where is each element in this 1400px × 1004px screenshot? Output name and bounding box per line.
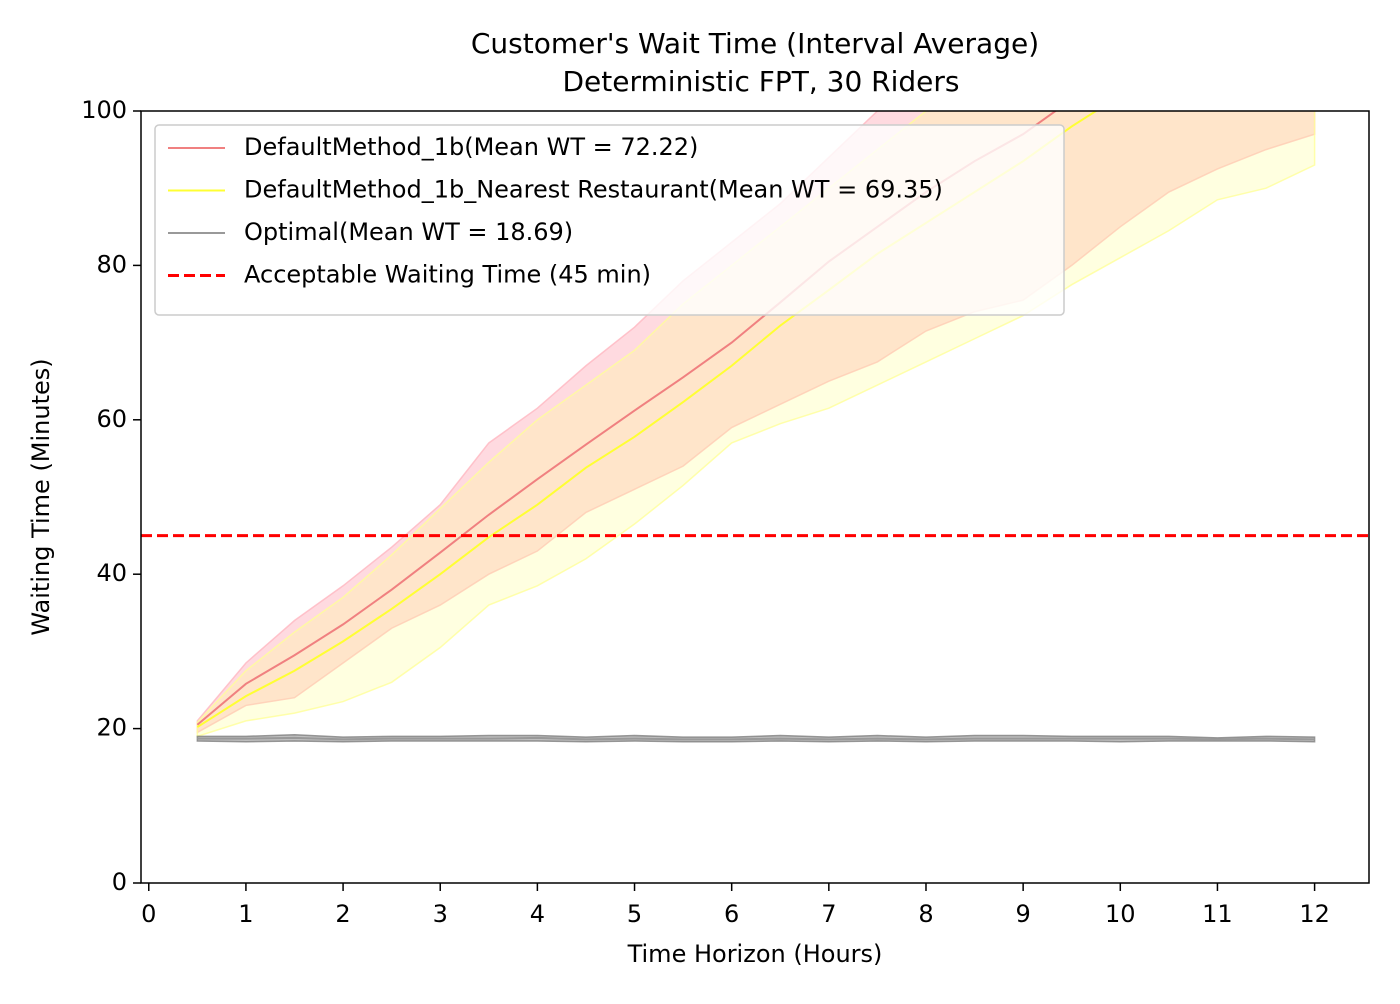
x-tick-label: 6 [724, 900, 739, 928]
y-tick-label: 40 [96, 559, 127, 587]
x-tick-label: 0 [141, 900, 156, 928]
y-axis-label: Waiting Time (Minutes) [27, 358, 55, 635]
x-tick-label: 8 [918, 900, 933, 928]
x-tick-label: 10 [1105, 900, 1136, 928]
y-tick-label: 20 [96, 714, 127, 742]
x-tick-label: 9 [1015, 900, 1030, 928]
series-line [196, 111, 1058, 726]
legend-box [154, 124, 1065, 316]
y-tick-label: 0 [112, 868, 127, 896]
y-tick-label: 100 [81, 96, 127, 124]
series-line [197, 736, 1315, 741]
x-tick-label: 2 [335, 900, 350, 928]
legend-label: Optimal(Mean WT = 18.69) [244, 218, 573, 246]
x-tick-label: 1 [238, 900, 253, 928]
x-tick-label: 3 [433, 900, 448, 928]
x-tick-label: 4 [530, 900, 545, 928]
x-tick-label: 5 [627, 900, 642, 928]
x-tick-label: 11 [1202, 900, 1233, 928]
y-tick-label: 60 [96, 405, 127, 433]
x-axis-label: Time Horizon (Hours) [627, 940, 883, 968]
legend-label: DefaultMethod_1b(Mean WT = 72.22) [244, 133, 698, 161]
legend: DefaultMethod_1b(Mean WT = 72.22) Default… [154, 124, 1065, 316]
series-line [196, 111, 1098, 728]
chart-subtitle: Deterministic FPT, 30 Riders [563, 65, 960, 98]
x-tick-label: 7 [821, 900, 836, 928]
y-tick-label: 80 [96, 250, 127, 278]
chart-title: Customer's Wait Time (Interval Average) [471, 27, 1039, 60]
x-tick-label: 12 [1299, 900, 1330, 928]
legend-label: Acceptable Waiting Time (45 min) [244, 261, 651, 289]
axes-frame [140, 110, 1370, 884]
legend-label: DefaultMethod_1b_Nearest Restaurant(Mean… [244, 176, 943, 204]
